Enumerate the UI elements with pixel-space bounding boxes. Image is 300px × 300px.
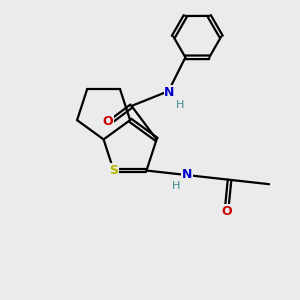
- Text: S: S: [109, 164, 118, 177]
- Text: O: O: [221, 205, 232, 218]
- Text: N: N: [182, 168, 192, 181]
- Text: O: O: [102, 116, 113, 128]
- Text: N: N: [164, 86, 175, 99]
- Text: H: H: [176, 100, 184, 110]
- Text: H: H: [172, 181, 180, 191]
